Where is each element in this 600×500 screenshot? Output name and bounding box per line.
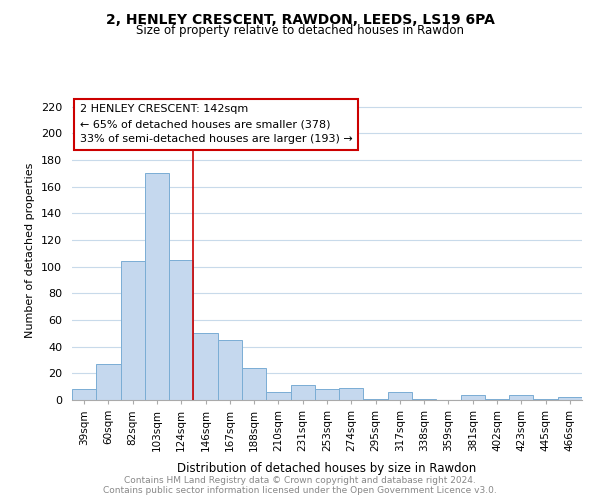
Bar [242,368,266,400]
Text: 2, HENLEY CRESCENT, RAWDON, LEEDS, LS19 6PA: 2, HENLEY CRESCENT, RAWDON, LEEDS, LS19 … [106,12,494,26]
Bar [290,386,315,400]
Bar [315,390,339,400]
Bar [412,398,436,400]
Bar [193,334,218,400]
Bar [533,398,558,400]
Text: Size of property relative to detached houses in Rawdon: Size of property relative to detached ho… [136,24,464,37]
Bar [339,388,364,400]
Bar [121,262,145,400]
Bar [72,390,96,400]
Bar [96,364,121,400]
Bar [145,174,169,400]
Bar [169,260,193,400]
Bar [461,394,485,400]
Y-axis label: Number of detached properties: Number of detached properties [25,162,35,338]
Text: Contains HM Land Registry data © Crown copyright and database right 2024.: Contains HM Land Registry data © Crown c… [124,476,476,485]
Bar [364,398,388,400]
Bar [558,398,582,400]
X-axis label: Distribution of detached houses by size in Rawdon: Distribution of detached houses by size … [178,462,476,475]
Bar [218,340,242,400]
Text: Contains public sector information licensed under the Open Government Licence v3: Contains public sector information licen… [103,486,497,495]
Bar [485,398,509,400]
Bar [388,392,412,400]
Text: 2 HENLEY CRESCENT: 142sqm
← 65% of detached houses are smaller (378)
33% of semi: 2 HENLEY CRESCENT: 142sqm ← 65% of detac… [80,104,352,144]
Bar [509,394,533,400]
Bar [266,392,290,400]
